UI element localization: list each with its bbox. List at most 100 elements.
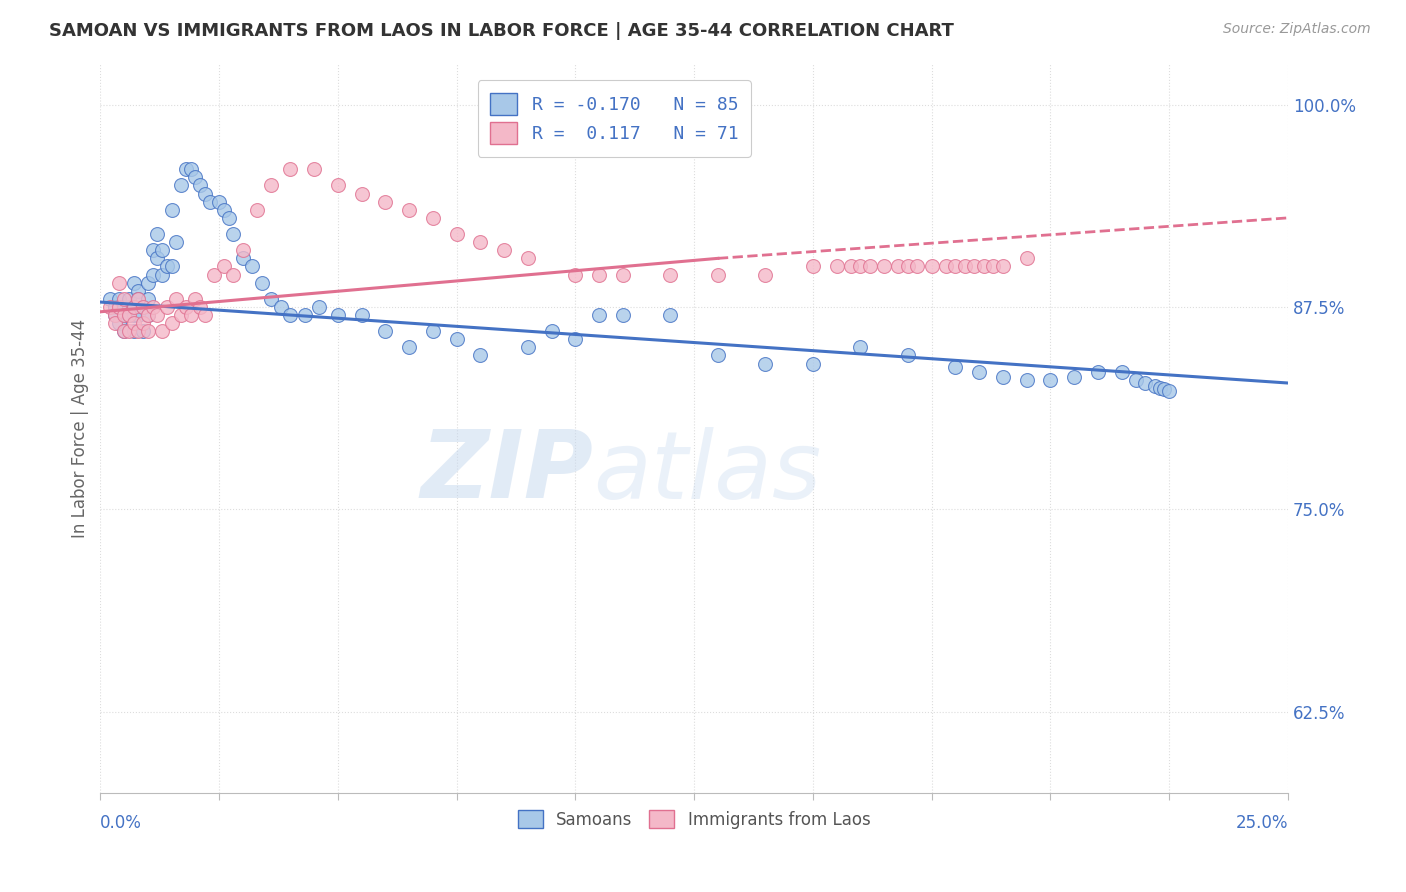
Point bbox=[136, 308, 159, 322]
Point bbox=[127, 292, 149, 306]
Point bbox=[122, 316, 145, 330]
Point bbox=[935, 260, 957, 274]
Point bbox=[859, 260, 882, 274]
Point bbox=[188, 300, 211, 314]
Point bbox=[374, 324, 396, 338]
Point bbox=[208, 194, 231, 209]
Point bbox=[132, 316, 155, 330]
Point bbox=[446, 332, 468, 346]
Point bbox=[1015, 252, 1038, 266]
Point bbox=[991, 260, 1014, 274]
Point bbox=[127, 308, 149, 322]
Point bbox=[260, 292, 283, 306]
Point bbox=[540, 324, 562, 338]
Point bbox=[1063, 369, 1085, 384]
Point bbox=[983, 260, 1005, 274]
Point bbox=[398, 202, 420, 217]
Point bbox=[873, 260, 896, 274]
Point bbox=[250, 276, 273, 290]
Point bbox=[108, 300, 131, 314]
Point bbox=[1087, 365, 1109, 379]
Point bbox=[104, 308, 127, 322]
Point bbox=[104, 300, 127, 314]
Point bbox=[887, 260, 910, 274]
Point bbox=[108, 292, 131, 306]
Point bbox=[326, 178, 349, 193]
Point bbox=[516, 340, 538, 354]
Point bbox=[212, 260, 235, 274]
Point bbox=[991, 369, 1014, 384]
Point bbox=[160, 316, 183, 330]
Point bbox=[108, 316, 131, 330]
Point bbox=[150, 268, 173, 282]
Text: 0.0%: 0.0% bbox=[100, 814, 142, 832]
Point bbox=[897, 349, 920, 363]
Point bbox=[136, 308, 159, 322]
Point bbox=[1159, 384, 1181, 398]
Point bbox=[112, 308, 135, 322]
Point bbox=[659, 268, 682, 282]
Point bbox=[308, 300, 330, 314]
Point bbox=[1153, 383, 1175, 397]
Point bbox=[398, 340, 420, 354]
Point bbox=[350, 186, 373, 201]
Point bbox=[118, 292, 141, 306]
Point bbox=[564, 268, 586, 282]
Point bbox=[184, 292, 207, 306]
Point bbox=[302, 162, 325, 177]
Point bbox=[945, 260, 967, 274]
Point bbox=[112, 300, 135, 314]
Point bbox=[150, 324, 173, 338]
Point bbox=[612, 308, 634, 322]
Point bbox=[122, 300, 145, 314]
Point bbox=[150, 244, 173, 258]
Point bbox=[98, 300, 121, 314]
Point bbox=[494, 244, 516, 258]
Point bbox=[588, 308, 610, 322]
Point bbox=[180, 162, 202, 177]
Point bbox=[218, 211, 240, 225]
Point bbox=[294, 308, 316, 322]
Point bbox=[198, 194, 221, 209]
Point bbox=[470, 349, 492, 363]
Point bbox=[374, 194, 396, 209]
Point bbox=[754, 357, 776, 371]
Point bbox=[612, 268, 634, 282]
Point bbox=[897, 260, 920, 274]
Point bbox=[659, 308, 682, 322]
Point bbox=[707, 268, 730, 282]
Point bbox=[156, 260, 179, 274]
Point bbox=[194, 186, 217, 201]
Point bbox=[112, 292, 135, 306]
Point bbox=[127, 324, 149, 338]
Point bbox=[188, 178, 211, 193]
Text: atlas: atlas bbox=[593, 426, 821, 517]
Point bbox=[174, 162, 197, 177]
Point bbox=[422, 211, 444, 225]
Point bbox=[132, 300, 155, 314]
Point bbox=[118, 308, 141, 322]
Point bbox=[222, 227, 245, 241]
Point bbox=[825, 260, 848, 274]
Point bbox=[232, 244, 254, 258]
Point bbox=[118, 300, 141, 314]
Point bbox=[801, 357, 824, 371]
Point bbox=[132, 300, 155, 314]
Point bbox=[170, 178, 193, 193]
Point bbox=[270, 300, 292, 314]
Point bbox=[132, 324, 155, 338]
Text: SAMOAN VS IMMIGRANTS FROM LAOS IN LABOR FORCE | AGE 35-44 CORRELATION CHART: SAMOAN VS IMMIGRANTS FROM LAOS IN LABOR … bbox=[49, 22, 955, 40]
Point bbox=[839, 260, 862, 274]
Point bbox=[967, 365, 990, 379]
Point bbox=[146, 308, 169, 322]
Point bbox=[907, 260, 929, 274]
Point bbox=[136, 324, 159, 338]
Point bbox=[112, 308, 135, 322]
Point bbox=[849, 340, 872, 354]
Point bbox=[588, 268, 610, 282]
Point bbox=[170, 308, 193, 322]
Point bbox=[754, 268, 776, 282]
Point bbox=[118, 324, 141, 338]
Point bbox=[136, 276, 159, 290]
Point bbox=[108, 276, 131, 290]
